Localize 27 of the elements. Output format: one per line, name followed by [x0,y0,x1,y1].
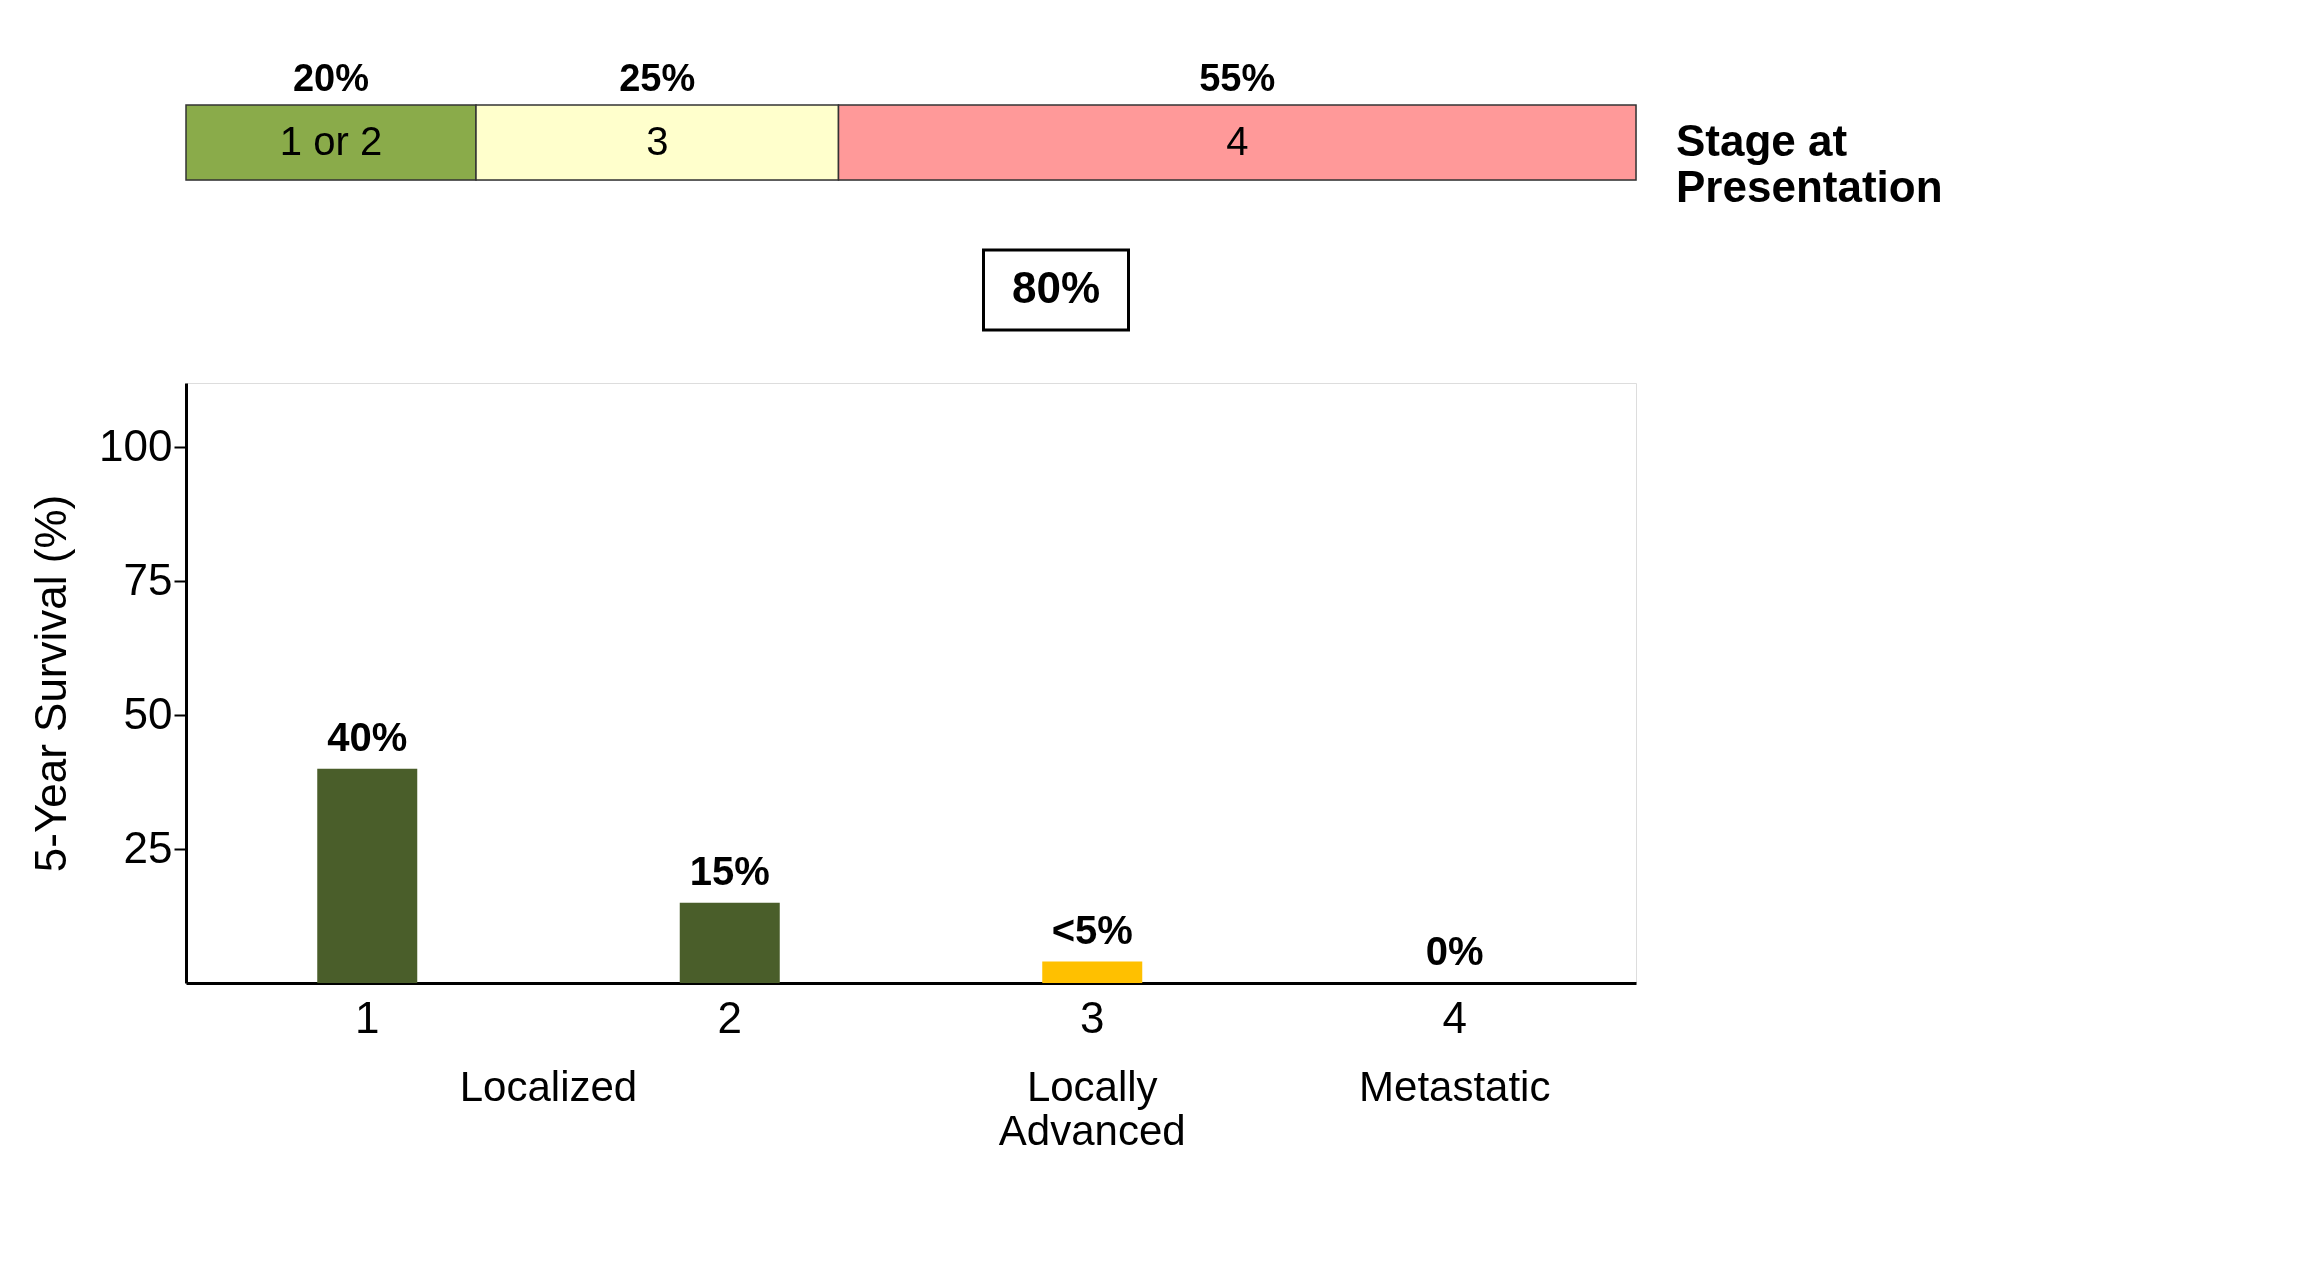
x-tick-label: 4 [1442,992,1467,1042]
data-label: 55% [1199,57,1276,99]
data-label: 0% [1425,929,1484,973]
data-label: 25% [619,57,696,99]
bar [1042,961,1143,983]
bar [317,768,418,983]
series-label: 4 [1226,118,1249,163]
text: Stage at Presentation [1676,115,1943,211]
x-tick-label: 1 [355,992,380,1042]
x-tick-label: 3 [1080,992,1105,1042]
y-tick-label: 100 [99,420,173,470]
series-label: 1 or 2 [279,118,383,163]
series-label: 3 [646,118,669,163]
text: Localized [459,1063,638,1110]
y-tick-label: 75 [123,554,173,604]
text: Metastatic [1359,1063,1551,1110]
data-label: 40% [327,714,408,759]
text: Locally Advanced [998,1063,1186,1154]
data-label: 15% [689,848,770,893]
y-tick-label: 50 [123,688,173,738]
text: 80% [1011,263,1101,312]
y-axis-title: 5-Year Survival (%) [26,494,76,873]
bar [679,902,780,983]
data-label: <5% [1051,907,1133,952]
x-tick-label: 2 [717,992,742,1042]
data-label: 20% [292,57,370,99]
y-tick-label: 25 [123,822,173,872]
